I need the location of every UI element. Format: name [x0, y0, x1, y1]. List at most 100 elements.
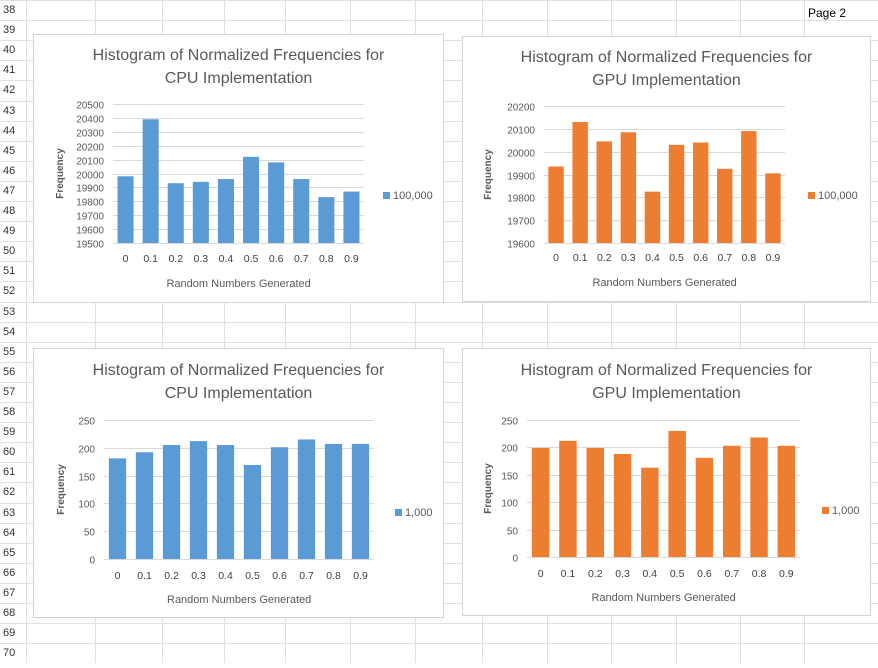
- bar[interactable]: [324, 443, 343, 559]
- bar[interactable]: [216, 445, 235, 559]
- chart-cpu-1000[interactable]: 0 50 100 150 200 250 0 0.1 0.2 0.3 0.4 0.5 0.6 0.7 0.8…: [33, 348, 444, 618]
- y-tick-label: 250: [501, 417, 518, 428]
- bar[interactable]: [135, 452, 154, 559]
- bar[interactable]: [293, 179, 310, 243]
- row-header[interactable]: 66: [3, 566, 16, 579]
- bar[interactable]: [268, 162, 285, 243]
- row-header[interactable]: 45: [3, 144, 16, 157]
- bar[interactable]: [559, 440, 577, 557]
- bar[interactable]: [586, 447, 604, 557]
- bar[interactable]: [695, 457, 714, 557]
- row-header[interactable]: 57: [3, 385, 16, 398]
- bar[interactable]: [668, 430, 686, 557]
- chart-gpu-100000[interactable]: 19600 19700 19800 19900 20000 20100 20200 0 0.1 0…: [462, 36, 871, 302]
- y-tick-label: 19600: [76, 226, 104, 237]
- row-header[interactable]: 54: [3, 325, 16, 338]
- x-tick-label: 0.1: [137, 570, 152, 582]
- bar[interactable]: [620, 132, 637, 243]
- bar[interactable]: [189, 441, 208, 559]
- bar[interactable]: [243, 156, 260, 243]
- bar[interactable]: [142, 119, 159, 243]
- row-header[interactable]: 69: [3, 627, 16, 640]
- row-header[interactable]: 42: [3, 84, 16, 97]
- row-header[interactable]: 38: [3, 4, 16, 16]
- bar[interactable]: [217, 179, 234, 243]
- row-header[interactable]: 61: [3, 466, 16, 479]
- x-tick-label: 0.2: [597, 252, 612, 264]
- y-axis-label: Frequency: [482, 149, 494, 200]
- row-header[interactable]: 68: [3, 607, 16, 619]
- bar[interactable]: [297, 439, 316, 559]
- bar[interactable]: [777, 445, 796, 557]
- chart-legend[interactable]: 100,000: [383, 190, 433, 202]
- row-header[interactable]: 46: [3, 164, 16, 177]
- row-header[interactable]: 49: [3, 225, 16, 238]
- bar[interactable]: [644, 191, 661, 243]
- chart-legend[interactable]: 1,000: [822, 505, 860, 517]
- bar[interactable]: [531, 447, 550, 557]
- bar[interactable]: [162, 445, 181, 559]
- bar[interactable]: [765, 173, 781, 243]
- y-tick-label: 19700: [76, 212, 104, 223]
- chart-legend[interactable]: 100,000: [808, 190, 858, 202]
- chart-title-line1: Histogram of Normalized Frequencies for: [92, 47, 385, 64]
- x-tick-label: 0.1: [573, 252, 588, 264]
- row-header[interactable]: 48: [3, 205, 16, 217]
- bar[interactable]: [596, 141, 612, 243]
- row-header[interactable]: 58: [3, 406, 16, 418]
- row-header[interactable]: 41: [3, 64, 16, 77]
- y-tick-label: 50: [507, 527, 519, 538]
- bar[interactable]: [243, 465, 262, 559]
- row-header[interactable]: 60: [3, 446, 16, 459]
- bar[interactable]: [167, 183, 184, 243]
- y-tick-label: 20300: [76, 129, 104, 140]
- bar[interactable]: [641, 467, 659, 557]
- bar[interactable]: [723, 445, 741, 557]
- row-header[interactable]: 52: [3, 285, 16, 298]
- bar[interactable]: [108, 458, 127, 559]
- bar[interactable]: [318, 197, 335, 243]
- row-header[interactable]: 47: [3, 184, 16, 197]
- legend-swatch: [822, 506, 829, 514]
- chart-plot: 19600 19700 19800 19900 20000 20100 20200 0 0.1 0…: [507, 103, 785, 264]
- row-header[interactable]: 59: [3, 426, 16, 439]
- bar[interactable]: [192, 181, 209, 243]
- x-tick-label: 0.8: [326, 570, 341, 582]
- legend-label: 100,000: [818, 190, 858, 202]
- bar[interactable]: [741, 131, 757, 243]
- bar[interactable]: [117, 176, 134, 243]
- x-tick-label: 0.3: [621, 252, 636, 264]
- row-header[interactable]: 43: [3, 104, 16, 117]
- row-header[interactable]: 40: [3, 44, 16, 57]
- x-tick-label: 0.6: [693, 252, 708, 264]
- row-header[interactable]: 67: [3, 586, 16, 599]
- row-header[interactable]: 65: [3, 546, 16, 559]
- bar[interactable]: [572, 121, 588, 243]
- bar[interactable]: [668, 144, 685, 243]
- chart-gpu-1000[interactable]: 0 50 100 150 200 250 0 0.1 0.2 0.3 0.4 0.5 0.6 0.7 0.8…: [462, 348, 871, 616]
- bar[interactable]: [717, 168, 733, 243]
- bar[interactable]: [692, 142, 709, 243]
- x-tick-label: 0.4: [219, 253, 234, 265]
- chart-cpu-100000[interactable]: 19500 19600 19700 19800 19900 20000 20100 20200…: [33, 34, 444, 303]
- row-header[interactable]: 70: [3, 647, 16, 660]
- row-header[interactable]: 44: [3, 124, 16, 137]
- bar[interactable]: [351, 443, 370, 559]
- row-header[interactable]: 51: [3, 265, 16, 278]
- row-header[interactable]: 39: [3, 24, 16, 37]
- chart-legend[interactable]: 1,000: [395, 507, 433, 519]
- bar[interactable]: [548, 166, 564, 243]
- row-header[interactable]: 62: [3, 486, 16, 499]
- row-header[interactable]: 63: [3, 506, 16, 519]
- row-header[interactable]: 50: [3, 245, 16, 258]
- bar[interactable]: [270, 447, 289, 559]
- bar[interactable]: [613, 453, 632, 557]
- row-header[interactable]: 55: [3, 345, 16, 358]
- row-header[interactable]: 56: [3, 365, 16, 378]
- bar[interactable]: [343, 191, 360, 243]
- x-tick-label: 0.4: [645, 252, 660, 264]
- row-header[interactable]: 53: [3, 305, 16, 318]
- bar[interactable]: [750, 437, 768, 557]
- row-header[interactable]: 64: [3, 526, 16, 539]
- y-tick-label: 19800: [76, 198, 104, 209]
